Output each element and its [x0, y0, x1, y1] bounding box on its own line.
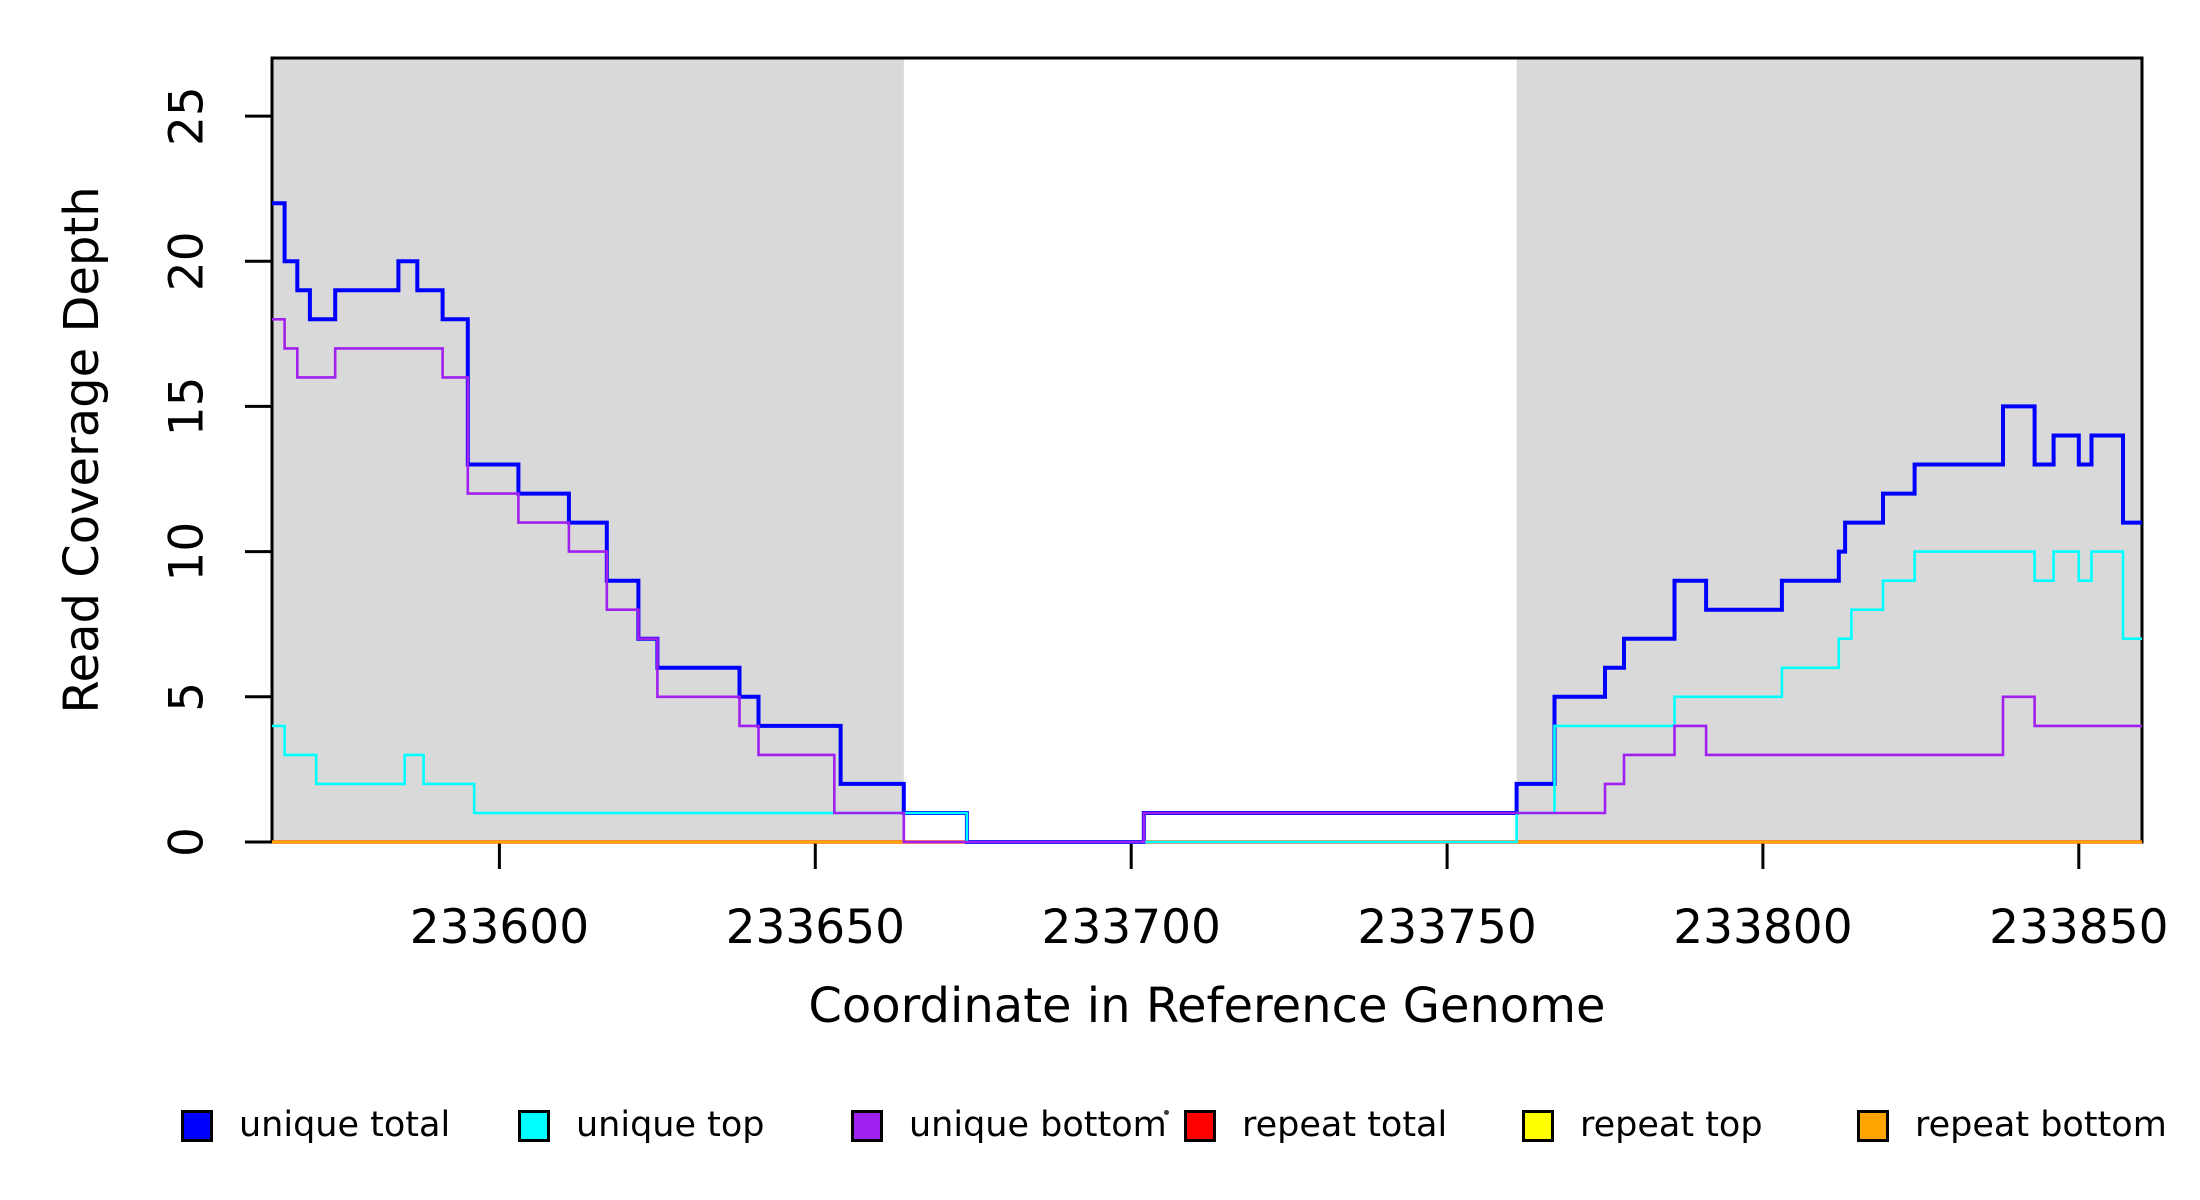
series-line-unique-bottom [272, 318, 2142, 844]
x-tick-label: 233600 [410, 900, 589, 955]
legend-swatch-unique-top [518, 1109, 550, 1142]
legend-item-unique-bottom: unique bottom [851, 1108, 1167, 1143]
y-tick-label: 20 [160, 231, 215, 291]
legend-item-repeat-top: repeat top [1522, 1108, 1763, 1143]
x-axis-title: Coordinate in Reference Genome [808, 978, 1606, 1034]
y-tick-label: 10 [160, 522, 215, 582]
legend-swatch-repeat-bottom [1857, 1109, 1889, 1142]
legend-swatch-repeat-total [1184, 1109, 1216, 1142]
y-tick-label: 5 [160, 682, 215, 712]
x-tick-label: 233850 [1989, 900, 2168, 955]
legend-item-unique-top: unique top [518, 1108, 765, 1143]
legend-label: repeat bottom [1915, 1105, 2167, 1145]
legend-item-repeat-bottom: repeat bottom [1857, 1108, 2167, 1143]
y-axis-title: Read Coverage Depth [54, 186, 110, 714]
legend-item-unique-total: unique total [181, 1108, 450, 1143]
stray-dot [1164, 1110, 1169, 1115]
legend-label: repeat total [1242, 1105, 1448, 1145]
x-tick-label: 233700 [1041, 900, 1220, 955]
legend-swatch-repeat-top [1522, 1109, 1554, 1142]
legend-item-repeat-total: repeat total [1184, 1108, 1447, 1143]
legend-label: unique total [239, 1105, 451, 1145]
legend-label: unique bottom [909, 1105, 1167, 1145]
legend-swatch-unique-bottom [851, 1109, 883, 1142]
x-tick-label: 233650 [726, 900, 905, 955]
legend-label: unique top [576, 1105, 765, 1145]
y-tick-label: 15 [160, 376, 215, 436]
y-tick-label: 0 [160, 827, 215, 857]
series-line-unique-top [272, 550, 2142, 844]
x-tick-label: 233750 [1357, 900, 1536, 955]
x-tick-label: 233800 [1673, 900, 1852, 955]
shaded-right [1516, 58, 2142, 842]
legend-swatch-unique-total [181, 1109, 213, 1142]
y-tick-label: 25 [160, 86, 215, 146]
shaded-left [272, 58, 904, 842]
legend-label: repeat top [1580, 1105, 1763, 1145]
